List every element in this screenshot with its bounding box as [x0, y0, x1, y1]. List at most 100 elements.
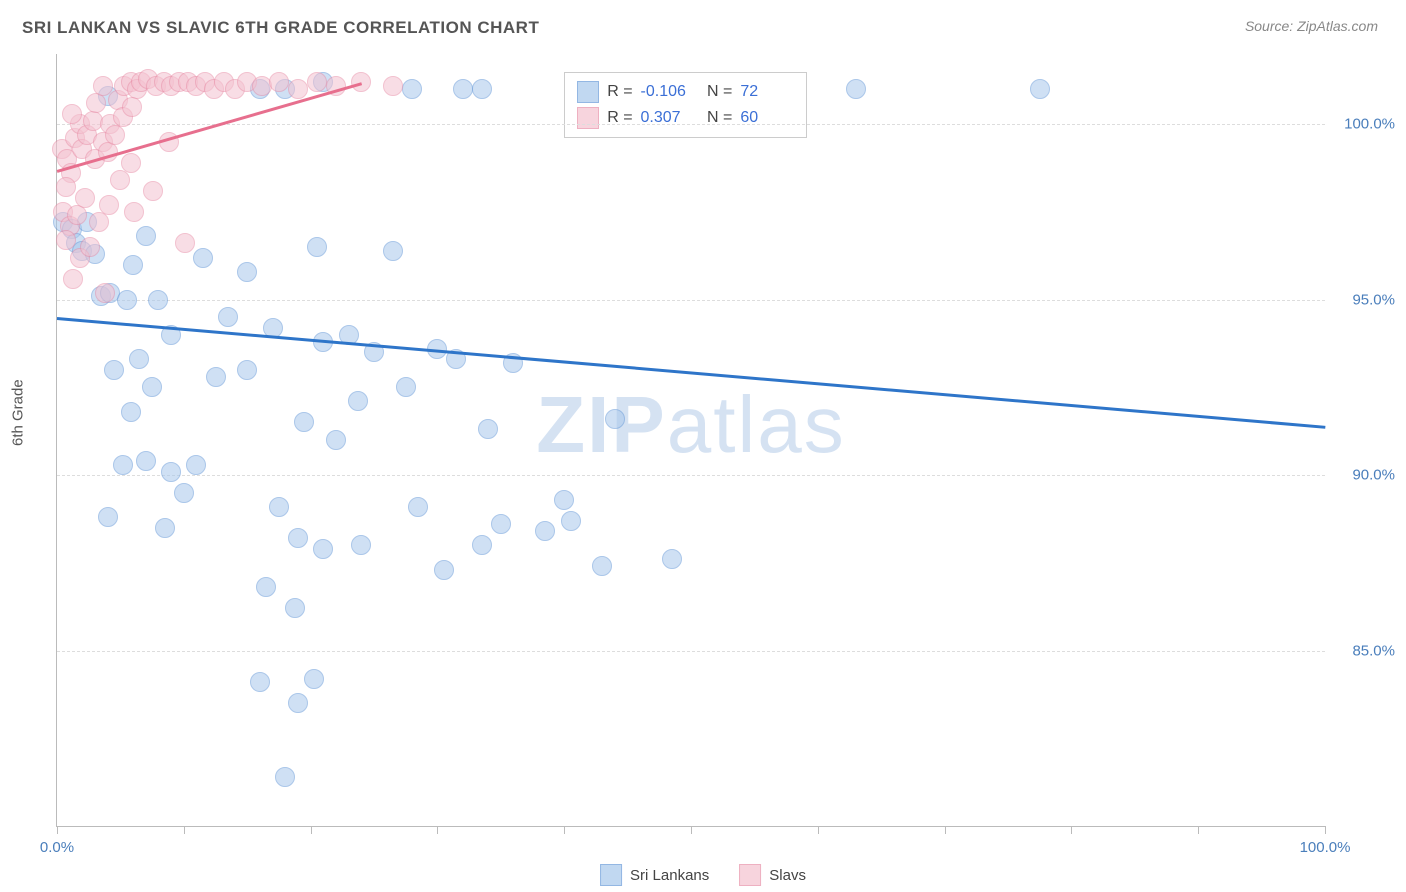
scatter-point	[237, 360, 257, 380]
scatter-point	[288, 693, 308, 713]
scatter-point	[218, 307, 238, 327]
stat-n-label: N =	[703, 105, 733, 131]
scatter-point	[285, 598, 305, 618]
watermark-bold: ZIP	[536, 380, 666, 469]
scatter-point	[75, 188, 95, 208]
scatter-point	[124, 202, 144, 222]
scatter-point	[186, 455, 206, 475]
scatter-point	[304, 669, 324, 689]
scatter-point	[256, 577, 276, 597]
source-label: Source: ZipAtlas.com	[1245, 18, 1378, 34]
grid-line	[57, 651, 1325, 652]
x-tick	[57, 826, 58, 834]
scatter-point	[662, 549, 682, 569]
scatter-point	[98, 507, 118, 527]
scatter-point	[63, 269, 83, 289]
scatter-point	[478, 419, 498, 439]
watermark: ZIPatlas	[536, 379, 845, 471]
scatter-point	[269, 72, 289, 92]
scatter-point	[56, 230, 76, 250]
scatter-point	[110, 170, 130, 190]
scatter-point	[206, 367, 226, 387]
stat-r-value: -0.106	[641, 79, 695, 105]
x-tick	[1198, 826, 1199, 834]
scatter-point	[136, 226, 156, 246]
scatter-point	[121, 153, 141, 173]
legend-label: Sri Lankans	[630, 867, 709, 884]
scatter-point	[846, 79, 866, 99]
y-axis-label: 6th Grade	[10, 379, 27, 446]
scatter-point	[605, 409, 625, 429]
legend-item: Sri Lankans	[600, 864, 709, 886]
scatter-point	[307, 237, 327, 257]
x-tick	[1325, 826, 1326, 834]
scatter-point	[148, 290, 168, 310]
scatter-point	[121, 402, 141, 422]
grid-line	[57, 124, 1325, 125]
scatter-point	[554, 490, 574, 510]
scatter-point	[142, 377, 162, 397]
legend-swatch	[739, 864, 761, 886]
legend-swatch	[577, 81, 599, 103]
scatter-point	[269, 497, 289, 517]
scatter-point	[348, 391, 368, 411]
scatter-point	[237, 262, 257, 282]
scatter-point	[193, 248, 213, 268]
scatter-point	[351, 72, 371, 92]
x-tick-label: 0.0%	[40, 839, 74, 856]
scatter-point	[1030, 79, 1050, 99]
stat-r-label: R =	[607, 105, 632, 131]
x-tick	[691, 826, 692, 834]
scatter-point	[95, 283, 115, 303]
scatter-point	[136, 451, 156, 471]
scatter-point	[453, 79, 473, 99]
scatter-point	[83, 111, 103, 131]
scatter-point	[117, 290, 137, 310]
x-tick	[1071, 826, 1072, 834]
scatter-point	[129, 349, 149, 369]
scatter-point	[402, 79, 422, 99]
stat-n-value: 72	[740, 79, 794, 105]
chart-title: SRI LANKAN VS SLAVIC 6TH GRADE CORRELATI…	[22, 18, 539, 38]
x-tick	[437, 826, 438, 834]
stats-legend-box: R = -0.106 N = 72 R = 0.307 N = 60	[564, 72, 807, 138]
x-tick	[311, 826, 312, 834]
stat-r-label: R =	[607, 79, 632, 105]
stat-n-label: N =	[703, 79, 733, 105]
scatter-point	[307, 72, 327, 92]
x-tick	[564, 826, 565, 834]
scatter-point	[472, 535, 492, 555]
legend-item: Slavs	[739, 864, 806, 886]
y-tick-label: 85.0%	[1335, 642, 1395, 659]
scatter-point	[275, 767, 295, 787]
scatter-point	[86, 93, 106, 113]
scatter-point	[67, 205, 87, 225]
scatter-point	[113, 455, 133, 475]
grid-line	[57, 475, 1325, 476]
scatter-point	[313, 539, 333, 559]
scatter-point	[122, 97, 142, 117]
scatter-point	[175, 233, 195, 253]
scatter-point	[592, 556, 612, 576]
scatter-point	[123, 255, 143, 275]
scatter-point	[56, 177, 76, 197]
watermark-rest: atlas	[667, 380, 846, 469]
scatter-point	[561, 511, 581, 531]
scatter-point	[288, 528, 308, 548]
scatter-point	[161, 462, 181, 482]
scatter-point	[396, 377, 416, 397]
scatter-point	[143, 181, 163, 201]
stat-r-value: 0.307	[641, 105, 695, 131]
scatter-point	[288, 79, 308, 99]
scatter-point	[250, 672, 270, 692]
scatter-point	[294, 412, 314, 432]
stat-n-value: 60	[740, 105, 794, 131]
scatter-point	[434, 560, 454, 580]
scatter-point	[104, 360, 124, 380]
scatter-point	[174, 483, 194, 503]
scatter-point	[155, 518, 175, 538]
bottom-legend: Sri Lankans Slavs	[600, 864, 806, 886]
stats-row: R = 0.307 N = 60	[577, 105, 794, 131]
scatter-point	[99, 195, 119, 215]
plot-area: ZIPatlas R =-0.106 N =72R =0.307 N =60 8…	[56, 54, 1325, 827]
